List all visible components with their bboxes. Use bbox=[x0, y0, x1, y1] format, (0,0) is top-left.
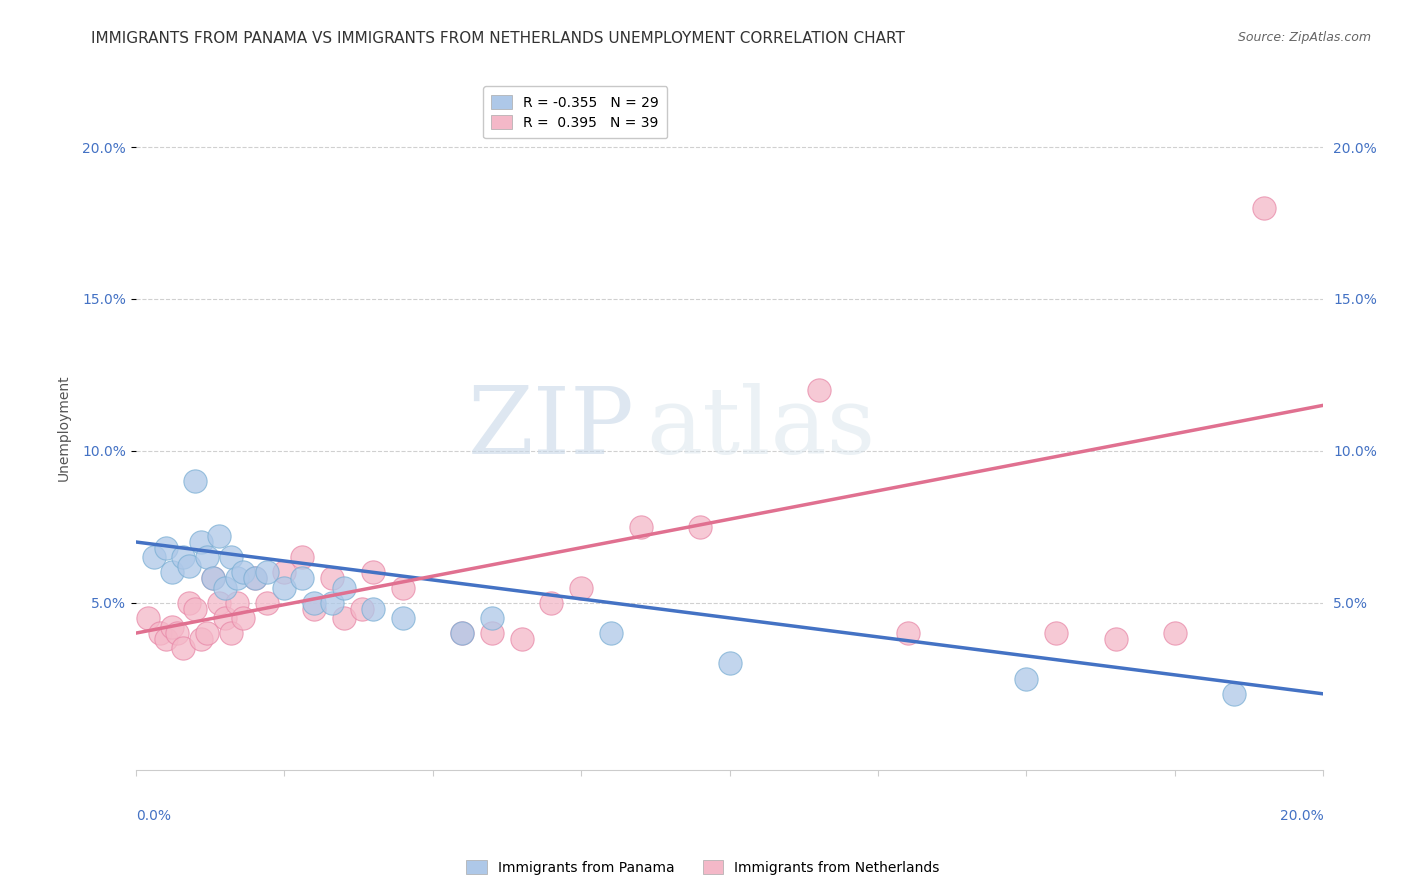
Point bbox=[1164, 626, 1187, 640]
Point bbox=[363, 566, 385, 580]
Point bbox=[184, 475, 207, 489]
Point bbox=[510, 632, 533, 647]
Point bbox=[155, 632, 177, 647]
Text: atlas: atlas bbox=[647, 383, 876, 473]
Point bbox=[630, 520, 652, 534]
Text: 0.0%: 0.0% bbox=[136, 809, 172, 823]
Point bbox=[451, 626, 474, 640]
Point bbox=[214, 611, 236, 625]
Point bbox=[1223, 687, 1246, 701]
Point bbox=[160, 620, 183, 634]
Text: IMMIGRANTS FROM PANAMA VS IMMIGRANTS FROM NETHERLANDS UNEMPLOYMENT CORRELATION C: IMMIGRANTS FROM PANAMA VS IMMIGRANTS FRO… bbox=[91, 31, 905, 46]
Point bbox=[481, 611, 503, 625]
Point bbox=[243, 571, 266, 585]
Point bbox=[219, 550, 242, 565]
Point bbox=[256, 596, 278, 610]
Point bbox=[225, 571, 247, 585]
Point bbox=[1253, 201, 1275, 215]
Point bbox=[195, 626, 218, 640]
Point bbox=[179, 559, 201, 574]
Point bbox=[273, 581, 295, 595]
Point bbox=[569, 581, 592, 595]
Point bbox=[350, 602, 373, 616]
Point bbox=[291, 550, 314, 565]
Point bbox=[332, 611, 354, 625]
Point bbox=[897, 626, 920, 640]
Point bbox=[160, 566, 183, 580]
Point bbox=[451, 626, 474, 640]
Point bbox=[155, 541, 177, 555]
Point bbox=[540, 596, 562, 610]
Point bbox=[172, 641, 194, 656]
Point bbox=[195, 550, 218, 565]
Point bbox=[190, 632, 212, 647]
Point bbox=[256, 566, 278, 580]
Point bbox=[243, 571, 266, 585]
Point bbox=[718, 657, 741, 671]
Point bbox=[392, 581, 415, 595]
Y-axis label: Unemployment: Unemployment bbox=[58, 375, 72, 482]
Point bbox=[219, 626, 242, 640]
Point bbox=[202, 571, 225, 585]
Point bbox=[599, 626, 621, 640]
Point bbox=[689, 520, 711, 534]
Point bbox=[142, 550, 165, 565]
Point bbox=[1045, 626, 1067, 640]
Text: ZIP: ZIP bbox=[468, 383, 634, 473]
Point bbox=[166, 626, 188, 640]
Point bbox=[481, 626, 503, 640]
Point bbox=[208, 529, 231, 543]
Point bbox=[291, 571, 314, 585]
Point bbox=[807, 383, 830, 397]
Point bbox=[321, 571, 343, 585]
Text: 20.0%: 20.0% bbox=[1279, 809, 1323, 823]
Point bbox=[1104, 632, 1126, 647]
Point bbox=[332, 581, 354, 595]
Point bbox=[208, 596, 231, 610]
Point bbox=[321, 596, 343, 610]
Point bbox=[214, 581, 236, 595]
Point bbox=[302, 602, 325, 616]
Point bbox=[302, 596, 325, 610]
Point bbox=[225, 596, 247, 610]
Text: Source: ZipAtlas.com: Source: ZipAtlas.com bbox=[1237, 31, 1371, 45]
Point bbox=[184, 602, 207, 616]
Point bbox=[179, 596, 201, 610]
Point bbox=[190, 535, 212, 549]
Point bbox=[392, 611, 415, 625]
Legend: Immigrants from Panama, Immigrants from Netherlands: Immigrants from Panama, Immigrants from … bbox=[461, 855, 945, 880]
Point bbox=[1015, 672, 1038, 686]
Point bbox=[232, 566, 254, 580]
Point bbox=[232, 611, 254, 625]
Point bbox=[202, 571, 225, 585]
Point bbox=[136, 611, 159, 625]
Point bbox=[172, 550, 194, 565]
Point bbox=[363, 602, 385, 616]
Point bbox=[273, 566, 295, 580]
Legend: R = -0.355   N = 29, R =  0.395   N = 39: R = -0.355 N = 29, R = 0.395 N = 39 bbox=[484, 87, 668, 138]
Point bbox=[149, 626, 172, 640]
